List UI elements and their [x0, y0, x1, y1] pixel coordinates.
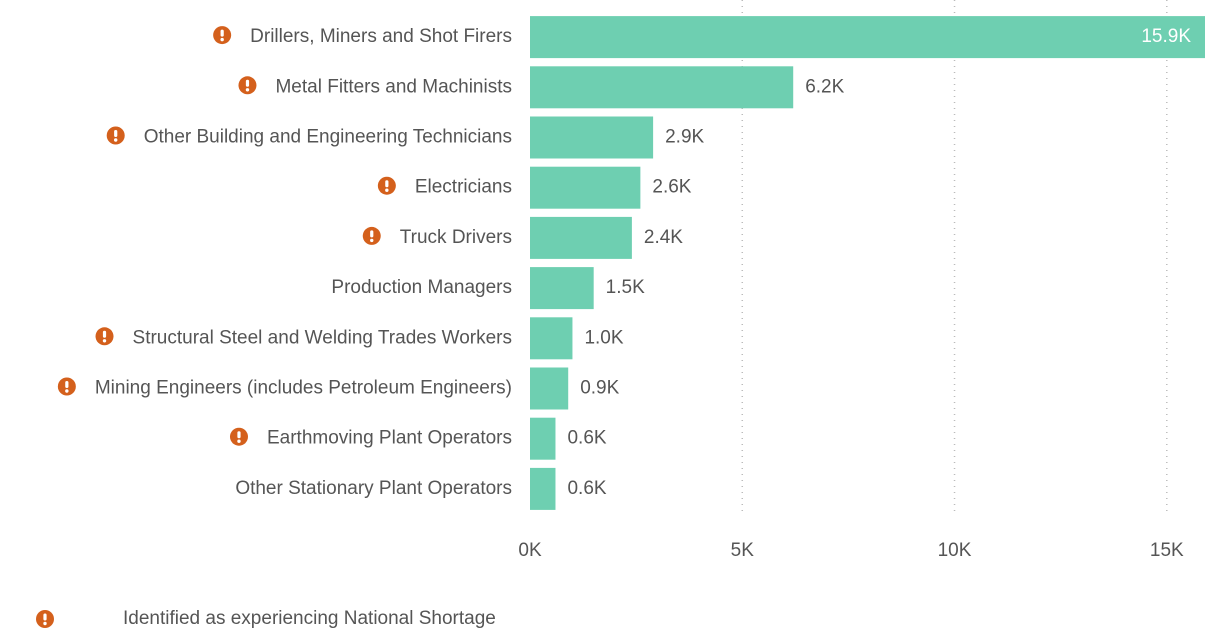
- icon-dot: [370, 238, 374, 243]
- value-label: 15.9K: [1141, 26, 1191, 47]
- y-tick-label: Mining Engineers (includes Petroleum Eng…: [95, 378, 512, 399]
- shortage-icon: [377, 176, 396, 195]
- y-tick-label: Drillers, Miners and Shot Firers: [250, 26, 512, 47]
- shortage-icon: [362, 226, 381, 245]
- icon-bar: [370, 230, 374, 238]
- x-tick-label: 0K: [518, 540, 542, 561]
- y-tick-label: Truck Drivers: [400, 227, 512, 248]
- value-label: 1.5K: [606, 277, 645, 298]
- bar: [530, 116, 654, 159]
- icon-dot: [65, 389, 69, 393]
- x-tick-label: 5K: [731, 540, 755, 561]
- value-label: 6.2K: [805, 76, 844, 97]
- bar: [530, 317, 573, 360]
- icon-dot: [43, 621, 47, 626]
- icon-bar: [65, 381, 69, 388]
- icon-bar: [220, 29, 224, 37]
- value-label: 0.6K: [567, 478, 606, 499]
- y-tick-label: Production Managers: [331, 277, 512, 298]
- y-tick-label: Structural Steel and Welding Trades Work…: [133, 327, 512, 348]
- bar: [530, 467, 556, 510]
- value-label: 2.6K: [652, 177, 691, 198]
- shortage-icon: [238, 76, 257, 95]
- shortage-icon: [229, 427, 248, 446]
- value-label: 2.9K: [665, 127, 704, 148]
- bar: [530, 166, 641, 209]
- bar: [530, 417, 556, 460]
- icon-bar: [237, 431, 241, 439]
- icon-bar: [43, 613, 47, 621]
- value-label: 2.4K: [644, 227, 683, 248]
- value-label: 0.6K: [567, 428, 606, 449]
- y-tick-label: Other Building and Engineering Technicia…: [144, 127, 512, 148]
- icon-dot: [220, 37, 224, 42]
- value-label: 1.0K: [584, 327, 623, 348]
- icon-bar: [245, 79, 250, 87]
- y-tick-label: Electricians: [415, 177, 512, 198]
- icon-dot: [102, 339, 107, 343]
- y-tick-label: Earthmoving Plant Operators: [267, 428, 512, 449]
- icon-bar: [114, 130, 118, 137]
- icon-dot: [237, 439, 241, 443]
- y-tick-label: Metal Fitters and Machinists: [275, 76, 512, 97]
- bar: [530, 16, 1205, 59]
- icon-dot: [385, 188, 389, 192]
- shortage-icon: [106, 126, 125, 145]
- legend-label: Identified as experiencing National Shor…: [123, 608, 496, 629]
- shortage-icon: [95, 327, 114, 346]
- bar: [530, 216, 632, 259]
- icon-dot: [114, 138, 118, 142]
- icon-bar: [385, 180, 389, 188]
- y-tick-label: Other Stationary Plant Operators: [235, 478, 512, 499]
- icon-bar: [102, 330, 107, 338]
- icon-dot: [245, 88, 250, 92]
- shortage-icon: [213, 26, 232, 45]
- bar: [530, 267, 594, 310]
- bar: [530, 66, 794, 109]
- x-tick-label: 15K: [1150, 540, 1184, 561]
- shortage-icon: [36, 610, 54, 628]
- value-label: 0.9K: [580, 378, 619, 399]
- bar: [530, 367, 569, 410]
- shortage-icon: [57, 377, 76, 396]
- x-tick-label: 10K: [938, 540, 972, 561]
